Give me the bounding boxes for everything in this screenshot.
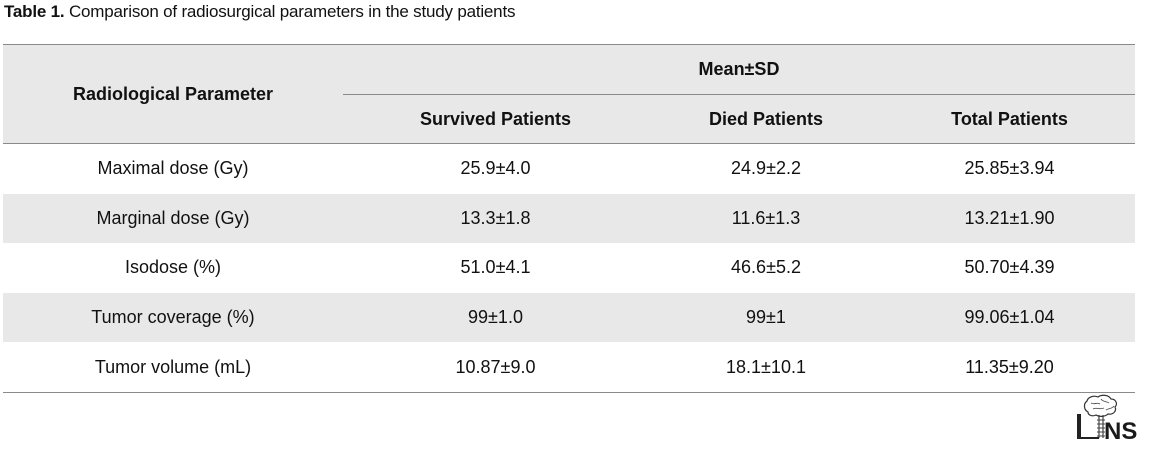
table-cell: 11.35±9.20 [884,342,1135,393]
table-cell: 24.9±2.2 [731,158,801,179]
group-header: Mean±SD [343,44,1135,95]
svg-text:NS: NS [1104,418,1137,442]
table-cell: 99±1.0 [343,292,648,343]
brain-logo-icon: NS [1074,394,1140,445]
caption-text: Comparison of radiosurgical parameters i… [64,2,516,21]
table-row: Marginal dose (Gy) 13.3±1.8 11.6±1.3 13.… [3,193,1135,244]
table-cell: 13.21±1.90 [884,193,1135,244]
table-row: Tumor coverage (%) 99±1.0 99±1 99.06±1.0… [3,292,1135,343]
row-parameter: Maximal dose (Gy) [97,158,249,179]
column-header: Died Patients [648,94,884,144]
table-cell: 99.06±1.04 [884,292,1135,343]
table-cell: 25.9±4.0 [460,158,531,179]
table-row: Tumor volume (mL) 10.87±9.0 18.1±10.1 11… [3,342,1135,393]
column-header: Survived Patients [343,94,648,144]
table-row: Isodose (%) 51.0±4.1 46.6±5.2 50.70±4.39 [3,243,1135,293]
table-cell: 99±1 [648,292,884,343]
row-parameter: Isodose (%) [124,257,222,278]
table-cell: 10.87±9.0 [343,342,648,393]
table-cell: 46.6±5.2 [731,257,801,278]
row-parameter: Marginal dose (Gy) [3,193,343,244]
table-cell: 18.1±10.1 [648,342,884,393]
table-cell: 25.85±3.94 [964,158,1055,179]
table-cell: 13.3±1.8 [343,193,648,244]
row-parameter: Tumor coverage (%) [3,292,343,343]
row-parameter: Tumor volume (mL) [3,342,343,393]
table-cell: 51.0±4.1 [460,257,531,278]
column-header: Total Patients [884,94,1135,144]
results-table: Radiological Parameter Mean±SD Survived … [3,44,1135,393]
caption-label: Table 1. [4,2,65,21]
table-row: Maximal dose (Gy) 25.9±4.0 24.9±2.2 25.8… [3,144,1135,194]
table-cell: 50.70±4.39 [964,257,1055,278]
table-caption: Table 1. Comparison of radiosurgical par… [4,2,515,22]
param-header: Radiological Parameter [3,44,343,144]
table-cell: 11.6±1.3 [648,193,884,244]
